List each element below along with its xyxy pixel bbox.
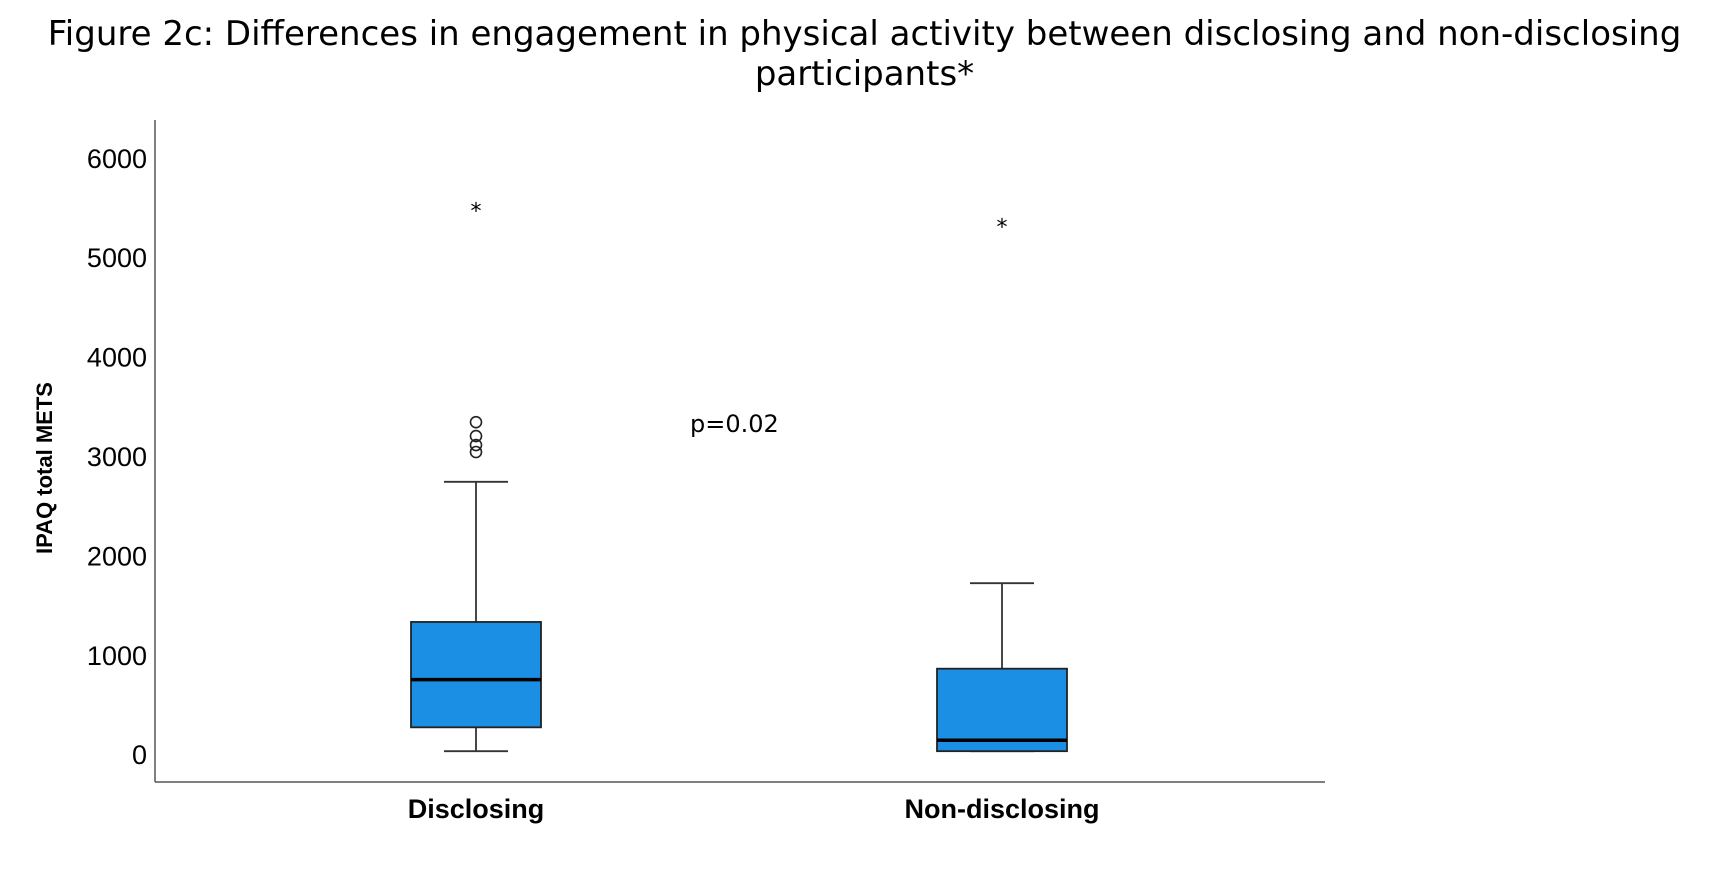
iqr-box (936, 667, 1068, 753)
iqr-box (410, 621, 542, 729)
outlier-point (469, 438, 483, 452)
y-tick-label: 3000 (87, 442, 147, 472)
y-tick-label: 5000 (87, 243, 147, 273)
outlier-point (469, 415, 483, 429)
y-tick-label: 4000 (87, 343, 147, 373)
extreme-point: * (471, 199, 482, 224)
y-tick-label: 2000 (87, 541, 147, 571)
box-group: * (410, 199, 542, 753)
p-value-annotation: p=0.02 (690, 410, 779, 438)
y-axis-label: IPAQ total METS (32, 382, 57, 554)
x-tick-label: Disclosing (408, 794, 545, 824)
box-group: * (936, 215, 1068, 753)
extreme-point: * (997, 215, 1008, 240)
y-tick-label: 0 (132, 740, 147, 770)
outlier-point (469, 445, 483, 459)
x-tick-label: Non-disclosing (905, 794, 1100, 824)
boxes: ** (410, 199, 1068, 753)
y-tick-label: 6000 (87, 144, 147, 174)
outlier-point (469, 429, 483, 443)
axes: 0 1000 2000 3000 4000 5000 6000 Disclosing Non-d… (87, 120, 1325, 824)
chart-title: Figure 2c: Differences in engagement in … (47, 14, 1682, 94)
y-tick-label: 1000 (87, 641, 147, 671)
